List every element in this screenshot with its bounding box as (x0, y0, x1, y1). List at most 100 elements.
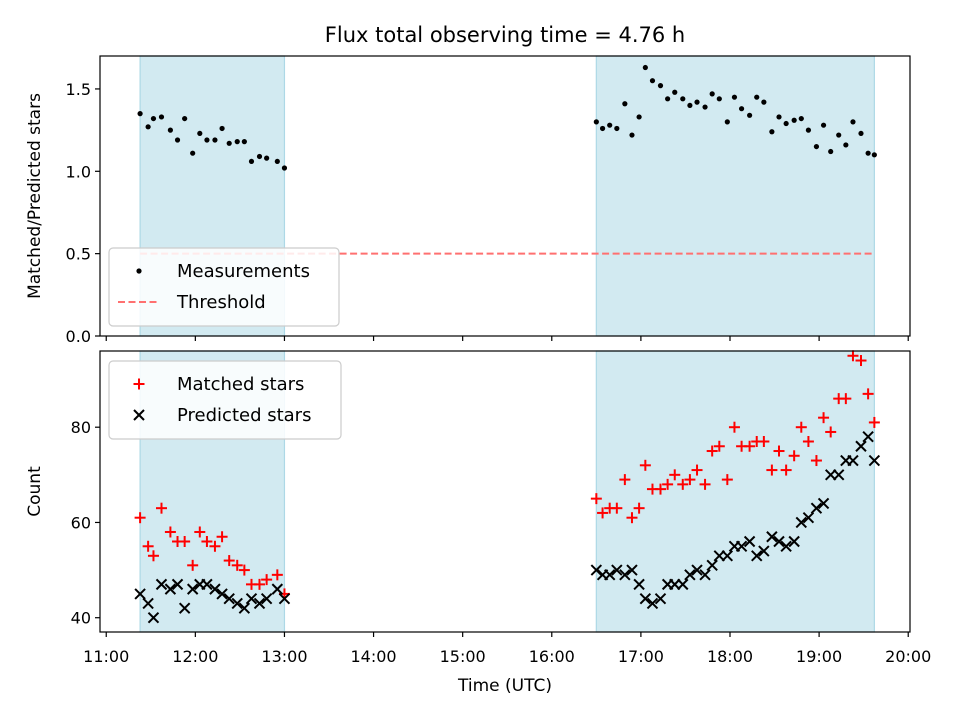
legend-entry: Matched stars (177, 374, 304, 395)
data-point (868, 416, 880, 428)
data-point (677, 578, 689, 591)
data-point (271, 583, 284, 595)
data-point (147, 612, 160, 624)
data-point (197, 130, 203, 137)
data-point (212, 137, 218, 143)
data-point (261, 574, 273, 586)
data-point (629, 132, 635, 138)
data-point (187, 559, 199, 571)
data-point (238, 564, 250, 576)
data-point (709, 91, 715, 97)
data-point (810, 502, 823, 514)
data-point (773, 445, 785, 457)
data-point (219, 125, 225, 132)
data-point (164, 526, 176, 538)
x-tick-label: 13:00 (261, 647, 307, 666)
data-point (818, 412, 830, 424)
x-tick-label: 18:00 (707, 647, 753, 666)
data-point (684, 569, 696, 581)
data-point (843, 142, 849, 148)
data-point (639, 592, 652, 605)
data-point (798, 115, 804, 122)
chart-title: Flux total observing time = 4.76 h (325, 23, 685, 47)
data-point (137, 111, 143, 117)
data-point (134, 512, 146, 524)
data-point (731, 94, 738, 100)
count-panel: 40 60 80 11:00 12:00 13:00 14:00 15:00 16:00 17:0… (25, 350, 931, 666)
x-tick-label: 11:00 (83, 647, 129, 666)
data-point (836, 132, 842, 138)
data-point (654, 592, 667, 605)
y-tick-label: 0.5 (66, 245, 91, 264)
data-point (167, 127, 173, 133)
data-point (840, 393, 852, 405)
data-point (201, 536, 213, 548)
data-point (216, 588, 228, 600)
data-point (639, 459, 651, 471)
data-point (142, 540, 154, 552)
data-point (278, 592, 291, 605)
data-point (773, 535, 785, 548)
data-point (223, 592, 235, 605)
data-point (174, 137, 181, 143)
data-point (597, 507, 609, 519)
data-point (155, 578, 168, 591)
legend-entry: Threshold (176, 292, 266, 313)
data-point (642, 64, 648, 71)
data-point (813, 143, 820, 150)
ratio-panel: 0.0 0.5 1.0 1.5 Matched/Predicted stars Measu… (25, 55, 911, 346)
data-point (743, 535, 756, 548)
data-point (134, 588, 146, 600)
legend-entry: Measurements (177, 261, 310, 282)
data-point (607, 122, 613, 128)
data-point (633, 578, 645, 591)
data-point (802, 435, 814, 447)
data-point (622, 101, 628, 107)
data-point (795, 516, 807, 529)
data-point (145, 124, 151, 130)
data-point (245, 592, 258, 605)
data-point (766, 464, 778, 476)
data-point (728, 421, 740, 433)
data-point (603, 569, 616, 581)
data-point (858, 130, 864, 137)
y-tick-label: 1.5 (66, 80, 91, 99)
data-point (274, 158, 280, 165)
data-point (850, 119, 856, 125)
data-point (626, 564, 638, 576)
y-tick-label: 60 (71, 513, 91, 532)
data-point (699, 478, 711, 490)
x-tick-label: 16:00 (529, 647, 575, 666)
data-point (780, 540, 792, 552)
data-point (791, 117, 797, 123)
data-point (833, 469, 845, 481)
data-point (677, 478, 689, 490)
x-tick-label: 12:00 (172, 647, 218, 666)
data-point (855, 440, 867, 452)
data-point (654, 483, 666, 495)
data-point (691, 564, 703, 576)
data-point (260, 592, 273, 605)
data-point (238, 602, 251, 614)
data-point (209, 583, 221, 595)
data-point (253, 597, 266, 610)
data-point (871, 152, 877, 158)
x-tick-label: 14:00 (351, 647, 397, 666)
data-point (847, 454, 859, 467)
data-point (241, 139, 247, 145)
data-point (713, 440, 725, 452)
data-point (264, 155, 270, 161)
data-point (171, 578, 184, 591)
data-point (862, 388, 874, 400)
data-point (758, 435, 770, 447)
data-point (721, 474, 733, 486)
data-point (611, 502, 623, 514)
data-point (716, 96, 722, 102)
data-point (780, 464, 792, 476)
data-point (182, 115, 188, 122)
data-point (735, 540, 748, 552)
data-point (706, 559, 718, 572)
data-point (694, 99, 700, 105)
data-point (783, 120, 789, 127)
data-point (614, 125, 620, 132)
